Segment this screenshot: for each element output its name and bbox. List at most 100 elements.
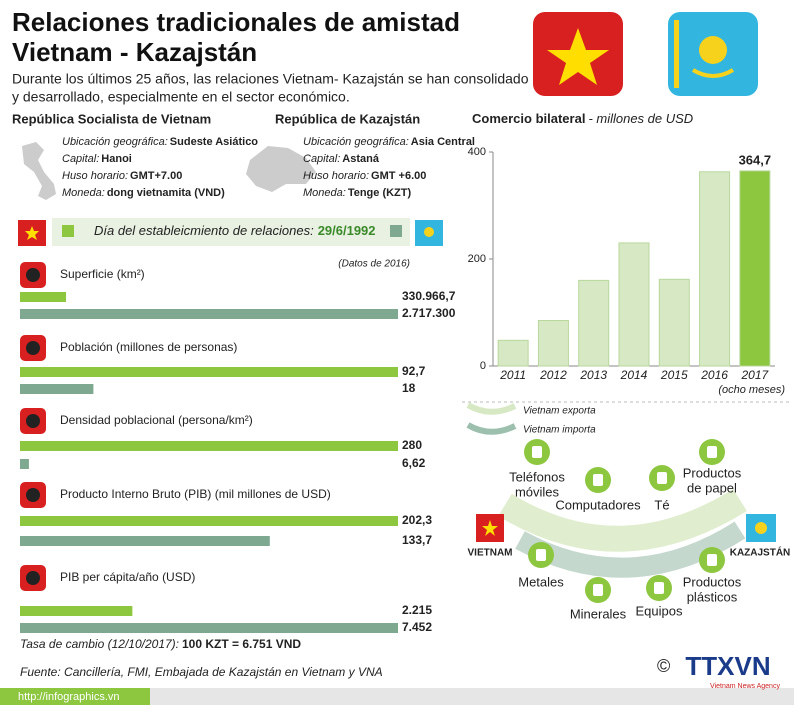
field-value: Asia Central xyxy=(411,136,475,148)
country-field: Moneda: Tenge (KZT) xyxy=(303,187,411,199)
footer-accent xyxy=(0,688,150,705)
y-tick-label: 400 xyxy=(468,146,486,158)
intro-line: Durante los últimos 25 años, las relacio… xyxy=(12,71,529,87)
bar xyxy=(578,279,610,367)
x-tick-label: 2016 xyxy=(700,368,728,382)
kazakhstan-map xyxy=(246,146,316,192)
indicator-label: Densidad poblacional (persona/km²) xyxy=(60,413,253,427)
indicator-label: Población (millones de personas) xyxy=(60,340,237,354)
comparison-bar xyxy=(20,606,133,616)
product-label: Equipos xyxy=(636,603,683,618)
relation-band xyxy=(52,218,410,246)
comparison-value-label: 280 xyxy=(402,438,422,452)
exchange-value: 100 KZT = 6.751 VND xyxy=(182,637,301,651)
indicator-label: Producto Interno Bruto (PIB) (mil millon… xyxy=(60,487,331,501)
comparison-value-label: 18 xyxy=(402,381,416,395)
comparison-value-label: 92,7 xyxy=(402,364,426,378)
comparison-value-label: 6,62 xyxy=(402,456,426,470)
bar xyxy=(658,278,690,367)
field-label: Huso horario: xyxy=(303,170,369,182)
bar xyxy=(739,170,771,367)
indicator-icon-glyph xyxy=(26,488,40,502)
x-tick-label: 2015 xyxy=(660,368,688,382)
product-icon-glyph xyxy=(657,472,667,484)
country-field: Huso horario: GMT+7.00 xyxy=(62,170,182,182)
comparison-bar xyxy=(20,384,94,394)
bar xyxy=(497,339,529,367)
product-icon-glyph xyxy=(707,554,717,566)
bar xyxy=(618,242,650,367)
product-label: Productos xyxy=(683,465,742,480)
comparison-bar xyxy=(20,623,398,633)
product-label: de papel xyxy=(687,480,737,495)
x-tick-label: 2012 xyxy=(539,368,567,382)
indicator-icon-glyph xyxy=(26,571,40,585)
bar xyxy=(699,171,731,367)
product-icon-glyph xyxy=(536,549,546,561)
bar xyxy=(537,320,569,367)
trade-country: KAZAJSTÁN xyxy=(730,546,791,559)
vn-flag-trade xyxy=(476,514,504,542)
comparison-value-label: 2.215 xyxy=(402,603,432,617)
country-field: Ubicación geográfica: Asia Central xyxy=(303,136,475,148)
product-label: Productos xyxy=(683,574,742,589)
field-value: dong vietnamita (VND) xyxy=(107,187,225,199)
kz-legend-square xyxy=(390,225,402,237)
product-label: Teléfonos xyxy=(509,469,565,484)
product-label: Metales xyxy=(518,574,564,589)
indicator-label: Superficie (km²) xyxy=(60,267,145,281)
footer-bar xyxy=(0,688,794,705)
product-icon-glyph xyxy=(593,474,603,486)
chart-title-main: Comercio bilateral xyxy=(472,111,585,126)
vietnam-map xyxy=(22,142,56,200)
vn-flag-small xyxy=(18,220,46,246)
comparison-bar xyxy=(20,536,270,546)
product-icon-glyph xyxy=(593,584,603,596)
comparison-bar xyxy=(20,459,29,469)
indicator-icon-glyph xyxy=(26,414,40,428)
x-tick-label: 2013 xyxy=(579,368,607,382)
chart-annotation: (ocho meses) xyxy=(718,384,785,396)
comparison-value-label: 330.966,7 xyxy=(402,289,456,303)
legend-import-arc xyxy=(466,422,517,435)
field-label: Moneda: xyxy=(62,187,105,199)
vietnam-flag xyxy=(533,12,623,96)
legend-export-arc xyxy=(466,402,517,415)
relation-date: 29/6/1992 xyxy=(318,223,376,238)
comparison-value-label: 133,7 xyxy=(402,533,432,547)
vn-legend-square xyxy=(62,225,74,237)
y-tick-label: 0 xyxy=(480,360,486,372)
title-line: Relaciones tradicionales de amistad xyxy=(12,7,460,37)
title-line: Vietnam - Kazajstán xyxy=(12,37,257,67)
kz-flag-trade xyxy=(746,514,776,542)
comparison-value-label: 2.717.300 xyxy=(402,306,456,320)
field-value: Sudeste Asiático xyxy=(170,136,259,148)
indicator-icon-glyph xyxy=(26,341,40,355)
logo: TTXVN xyxy=(685,651,770,681)
country-name: República Socialista de Vietnam xyxy=(12,111,211,126)
product-label: móviles xyxy=(515,484,560,499)
field-value: GMT +6.00 xyxy=(371,170,426,182)
value-label: 364,7 xyxy=(739,152,772,167)
export-arc xyxy=(498,488,747,552)
field-label: Huso horario: xyxy=(62,170,128,182)
country-field: Capital: Astaná xyxy=(303,153,380,165)
field-value: Tenge (KZT) xyxy=(348,187,412,199)
y-tick-label: 200 xyxy=(468,253,486,265)
source: Fuente: Cancillería, FMI, Embajada de Ka… xyxy=(20,665,383,679)
intro-line: y desarrollado, especialmente en el sect… xyxy=(12,89,350,105)
data-note: (Datos de 2016) xyxy=(338,259,410,270)
field-value: GMT+7.00 xyxy=(130,170,182,182)
field-value: Astaná xyxy=(342,153,380,165)
country-field: Capital: Hanoi xyxy=(62,153,132,165)
trade-legend: Vietnam importa xyxy=(523,425,596,436)
comparison-value-label: 202,3 xyxy=(402,513,432,527)
trade-country: VIETNAM xyxy=(468,548,513,559)
field-label: Ubicación geográfica: xyxy=(62,136,168,148)
trade-legend: Vietnam exporta xyxy=(523,406,596,417)
x-tick-label: 2014 xyxy=(620,368,648,382)
product-label: Computadores xyxy=(555,497,641,512)
product-label: Té xyxy=(654,497,669,512)
exchange-rate: Tasa de cambio (12/10/2017): 100 KZT = 6.… xyxy=(20,637,301,651)
